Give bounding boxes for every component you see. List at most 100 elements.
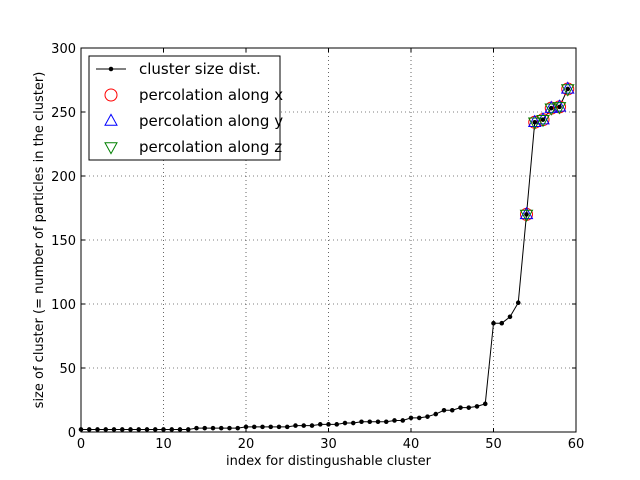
- data-point: [128, 427, 133, 432]
- data-point: [251, 424, 257, 430]
- data-point: [482, 401, 488, 407]
- legend-label: percolation along y: [139, 112, 283, 130]
- data-point: [152, 427, 158, 432]
- data-point: [293, 423, 298, 428]
- legend-marker: [104, 142, 118, 155]
- legend-item: percolation along y: [104, 112, 283, 130]
- data-point: [458, 405, 463, 410]
- data-point: [342, 420, 348, 426]
- data-point: [474, 404, 480, 409]
- y-tick-label: 150: [51, 234, 76, 249]
- data-point: [544, 100, 559, 113]
- legend-box: [88, 55, 281, 161]
- data-point: [548, 105, 554, 111]
- data-point: [177, 427, 183, 432]
- data-point: [519, 206, 534, 220]
- data-point: [560, 81, 575, 94]
- data-point: [326, 422, 331, 427]
- y-tick-label: 300: [51, 42, 76, 57]
- data-point: [441, 407, 447, 413]
- data-point: [507, 314, 513, 320]
- data-point: [527, 117, 542, 130]
- data-point: [416, 415, 422, 421]
- legend: cluster size dist. percolation along x per…: [88, 55, 283, 161]
- data-point: [557, 104, 562, 110]
- data-point: [540, 117, 546, 122]
- data-point: [276, 424, 282, 430]
- y-tick-label: 200: [51, 170, 76, 185]
- data-point: [210, 425, 216, 431]
- data-point: [119, 427, 125, 432]
- data-point: [317, 422, 323, 427]
- data-point: [136, 427, 142, 432]
- data-point: [194, 425, 199, 431]
- legend-marker: [104, 88, 118, 102]
- data-point: [144, 427, 150, 432]
- legend-label: percolation along x: [139, 86, 283, 104]
- data-point: [392, 418, 397, 423]
- data-point: [544, 103, 559, 116]
- legend-marker: [108, 66, 114, 72]
- data-point: [359, 419, 364, 425]
- data-point: [408, 415, 414, 421]
- axis-ticks: 0 10 20 30 40 50 60 0 50 100 150 200 250 300: [51, 42, 584, 452]
- x-axis-label: index for distingushable cluster: [226, 454, 432, 469]
- data-point: [227, 425, 232, 431]
- data-point: [86, 427, 92, 432]
- data-point: [103, 427, 109, 432]
- data-point: [367, 419, 373, 425]
- x-tick-label: 50: [485, 437, 502, 452]
- data-point: [334, 422, 340, 427]
- y-tick-label: 0: [68, 426, 76, 441]
- data-point: [284, 424, 290, 430]
- data-point: [218, 425, 224, 431]
- y-axis-label: size of cluster (= number of particles i…: [32, 72, 47, 409]
- legend-marker: [104, 113, 118, 126]
- data-point: [532, 119, 538, 125]
- data-point: [491, 320, 496, 326]
- x-tick-label: 30: [320, 437, 337, 452]
- data-point: [449, 407, 455, 413]
- data-point: [433, 411, 439, 417]
- data-point: [524, 212, 529, 217]
- data-point: [560, 84, 575, 97]
- legend-item: percolation along x: [104, 86, 283, 104]
- data-point: [499, 320, 505, 326]
- data-point: [350, 420, 356, 426]
- legend-label: cluster size dist.: [139, 60, 261, 78]
- series-2: [519, 81, 575, 220]
- data-point: [519, 209, 534, 223]
- data-point: [235, 425, 241, 431]
- data-point: [202, 425, 208, 431]
- data-point: [552, 102, 567, 115]
- data-point: [185, 427, 191, 432]
- data-point: [400, 418, 406, 423]
- data-point: [309, 423, 315, 428]
- data-point: [260, 424, 265, 430]
- plot-area: [78, 81, 575, 432]
- data-point: [425, 414, 430, 419]
- data-point: [301, 423, 307, 428]
- y-tick-label: 100: [51, 298, 76, 313]
- y-tick-label: 50: [59, 362, 76, 377]
- x-tick-label: 40: [403, 437, 420, 452]
- data-point: [515, 300, 521, 306]
- data-point: [111, 427, 117, 432]
- series-3: [519, 84, 575, 223]
- legend-item: percolation along z: [104, 138, 282, 156]
- data-point: [466, 405, 472, 410]
- data-point: [268, 424, 274, 430]
- x-tick-label: 60: [568, 437, 585, 452]
- y-tick-label: 250: [51, 106, 76, 121]
- data-point: [565, 86, 571, 92]
- x-tick-label: 10: [155, 437, 172, 452]
- data-point: [95, 427, 100, 432]
- data-point: [527, 114, 542, 127]
- x-tick-label: 0: [77, 437, 85, 452]
- series-0: [78, 86, 571, 432]
- legend-label: percolation along z: [139, 138, 282, 156]
- data-point: [375, 419, 381, 425]
- data-point: [383, 419, 389, 425]
- data-point: [536, 114, 550, 128]
